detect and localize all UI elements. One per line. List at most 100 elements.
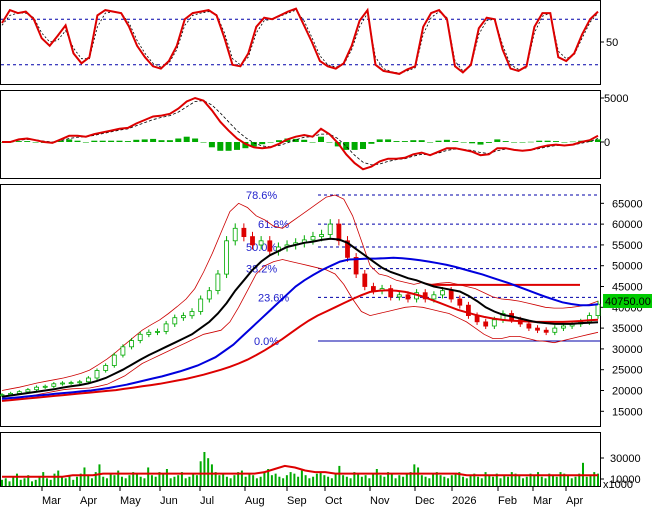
macd-hist-bar <box>99 140 106 142</box>
candle-body <box>535 327 540 331</box>
stoch-d-line <box>1 9 599 74</box>
candle-body <box>388 288 394 298</box>
price-tick-label: 65000 <box>612 198 643 210</box>
price-panel-frame <box>0 184 601 427</box>
candle-body <box>465 304 471 317</box>
x-tick-label: Mar <box>42 495 61 507</box>
macd-hist-bar <box>74 140 81 142</box>
macd-hist-bar <box>536 140 543 142</box>
price-tick-label: 55000 <box>612 240 643 252</box>
candle-body <box>353 256 359 275</box>
candle-body <box>163 323 169 332</box>
x-tick-label: Nov <box>370 495 390 507</box>
candle-body <box>327 223 333 235</box>
x-axis-unit: x1000 <box>603 479 633 491</box>
candle-body <box>172 317 178 325</box>
candle-body <box>552 327 558 333</box>
candle-body <box>310 236 316 241</box>
candle-body <box>595 303 601 317</box>
candle-body <box>94 370 100 379</box>
stoch-tick-label: 50 <box>606 37 618 49</box>
x-tick-label: Apr <box>80 495 97 507</box>
candle-body <box>120 346 126 356</box>
macd-hist-bar <box>158 140 165 142</box>
candle-body <box>155 330 160 333</box>
macd-hist-bar <box>561 142 568 143</box>
macd-hist-bar <box>141 139 148 142</box>
macd-hist-bar <box>318 136 324 142</box>
candle-body <box>198 298 204 312</box>
macd-hist-bar <box>150 138 157 142</box>
bollinger-lower <box>1 259 599 402</box>
macd-hist-bar <box>485 142 492 143</box>
macd-hist-bar <box>234 142 240 150</box>
candle-body <box>543 329 549 333</box>
candle-body <box>483 321 489 327</box>
candle-body <box>267 240 273 252</box>
candle-body <box>189 311 195 317</box>
volume-plot <box>1 452 599 486</box>
candle-body <box>137 333 143 341</box>
x-axis: Mar Apr May Jun Jul Aug Sep Oct Nov Dec 2026 Feb Mar… <box>41 487 583 507</box>
candle-body <box>370 286 376 292</box>
candle-body <box>362 273 368 287</box>
x-tick-label: Dec <box>415 495 435 507</box>
macd-hist-bar <box>435 140 442 142</box>
candle-body <box>129 340 135 348</box>
last-price-tag: 40750.00 <box>603 294 652 308</box>
fib-label: 78.6% <box>246 190 277 202</box>
macd-hist-bar <box>410 140 417 142</box>
candle-body <box>405 294 411 300</box>
candle-body <box>180 315 186 319</box>
macd-hist-bar <box>166 140 173 142</box>
macd-line <box>2 96 599 171</box>
macd-hist-bar <box>586 140 593 142</box>
price-tick-label: 60000 <box>612 219 643 231</box>
macd-hist-bar <box>242 142 249 149</box>
price-tick-label: 50000 <box>612 261 643 273</box>
macd-hist-bar <box>309 142 316 143</box>
macd-hist-bar <box>326 142 333 143</box>
volume-y-axis: 30000 10000 <box>600 453 641 486</box>
macd-hist-bar <box>418 140 425 142</box>
candle-body <box>440 290 445 296</box>
price-plot: 78.6%61.8%50.0%38.2%23.6%0.0% <box>0 190 601 402</box>
macd-hist-bar <box>477 142 484 145</box>
x-tick-label: Sep <box>287 495 307 507</box>
stoch-k-line <box>1 7 599 75</box>
candle-body <box>345 240 350 258</box>
macd-hist-bar <box>217 142 224 151</box>
ma-red-line <box>1 289 599 402</box>
macd-hist-bar <box>124 141 131 142</box>
price-tick-label: 15000 <box>612 406 643 418</box>
fib-label: 23.6% <box>258 292 289 304</box>
macd-hist-bar <box>452 141 459 142</box>
candle-body <box>431 294 437 300</box>
volume-tick-label: 30000 <box>610 453 641 465</box>
candle-body <box>86 377 91 383</box>
candle-body <box>561 325 566 329</box>
candle-body <box>25 389 31 393</box>
macd-y-axis: 5000 0 <box>600 93 628 149</box>
candle-body <box>34 386 39 391</box>
macd-hist-bar <box>267 142 274 143</box>
candle-body <box>146 331 152 335</box>
x-tick-label: Jun <box>160 495 178 507</box>
last-price-box <box>603 294 652 308</box>
macd-hist-bar <box>116 140 123 142</box>
macd-hist-bar <box>183 136 190 142</box>
price-tick-label: 20000 <box>612 385 643 397</box>
x-tick-label: May <box>120 495 141 507</box>
ma-black-line <box>1 237 599 398</box>
volume-ma-line <box>2 464 598 478</box>
macd-hist-bar <box>82 142 89 143</box>
candle-body <box>526 323 532 329</box>
candle-body <box>250 236 255 246</box>
candle-body <box>457 298 463 306</box>
stochastic-panel-frame <box>0 0 601 85</box>
candle-body <box>111 354 117 366</box>
candle-body <box>42 385 48 388</box>
ma-blue-line <box>1 256 599 400</box>
last-price-label: 40750.00 <box>605 296 651 308</box>
